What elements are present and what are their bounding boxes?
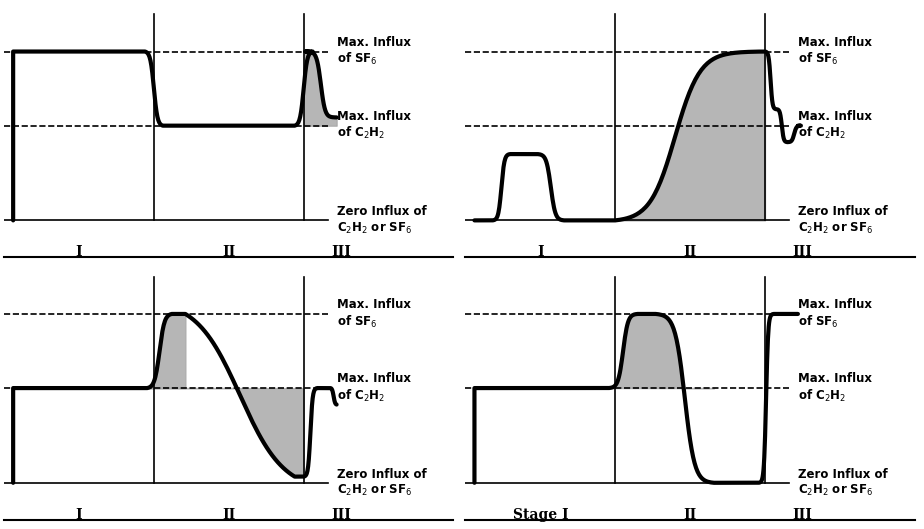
Text: II: II	[222, 507, 236, 522]
Text: Zero Influx of
C$_2$H$_2$ or SF$_6$: Zero Influx of C$_2$H$_2$ or SF$_6$	[336, 468, 426, 498]
Text: III: III	[331, 245, 351, 259]
Text: I: I	[76, 245, 82, 259]
Text: Max. Influx
of C$_2$H$_2$: Max. Influx of C$_2$H$_2$	[798, 372, 872, 404]
Text: Stage I: Stage I	[513, 507, 568, 522]
Text: III: III	[331, 507, 351, 522]
Text: Zero Influx of
C$_2$H$_2$ or SF$_6$: Zero Influx of C$_2$H$_2$ or SF$_6$	[798, 468, 888, 498]
Text: I: I	[76, 507, 82, 522]
Text: Max. Influx
of SF$_6$: Max. Influx of SF$_6$	[336, 36, 410, 67]
Text: II: II	[222, 245, 236, 259]
Text: III: III	[793, 507, 812, 522]
Text: Zero Influx of
C$_2$H$_2$ or SF$_6$: Zero Influx of C$_2$H$_2$ or SF$_6$	[336, 205, 426, 235]
Text: II: II	[684, 245, 697, 259]
Text: II: II	[684, 507, 697, 522]
Text: Max. Influx
of C$_2$H$_2$: Max. Influx of C$_2$H$_2$	[336, 110, 410, 141]
Text: Zero Influx of
C$_2$H$_2$ or SF$_6$: Zero Influx of C$_2$H$_2$ or SF$_6$	[798, 205, 888, 235]
Text: III: III	[793, 245, 812, 259]
Text: Max. Influx
of SF$_6$: Max. Influx of SF$_6$	[336, 298, 410, 330]
Text: Max. Influx
of SF$_6$: Max. Influx of SF$_6$	[798, 298, 872, 330]
Text: Max. Influx
of SF$_6$: Max. Influx of SF$_6$	[798, 36, 872, 67]
Text: Max. Influx
of C$_2$H$_2$: Max. Influx of C$_2$H$_2$	[336, 372, 410, 404]
Text: Max. Influx
of C$_2$H$_2$: Max. Influx of C$_2$H$_2$	[798, 110, 872, 141]
Text: I: I	[537, 245, 543, 259]
